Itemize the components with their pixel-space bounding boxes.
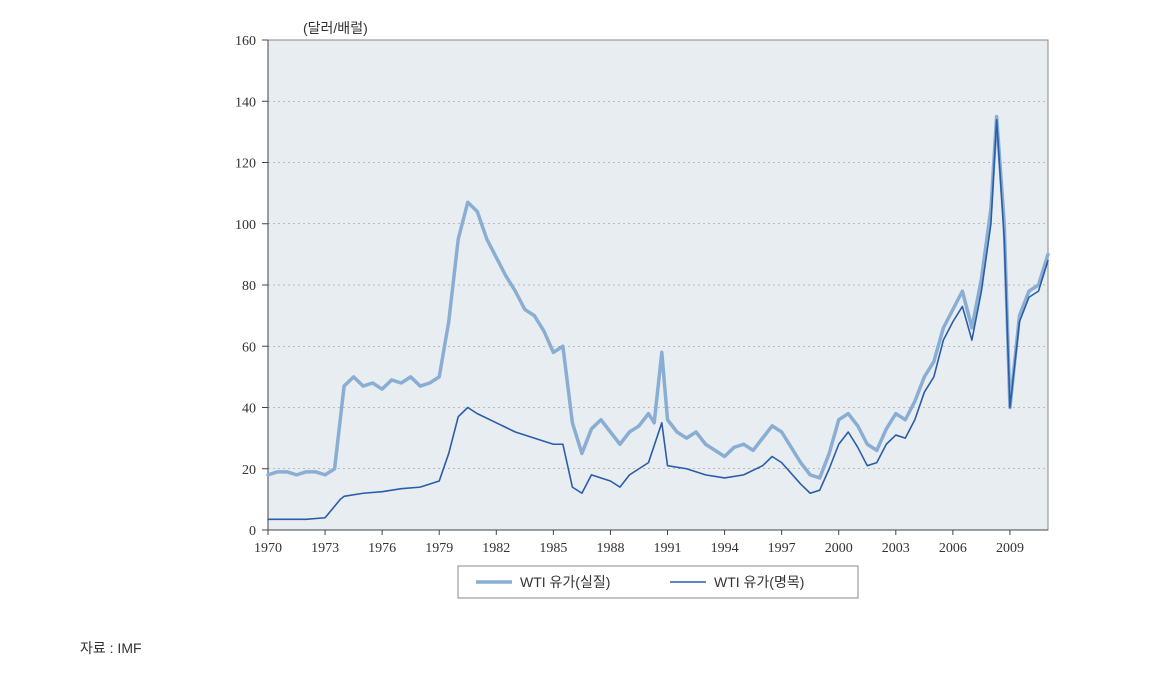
x-tick-label: 1994 [711, 541, 739, 556]
x-tick-label: 1988 [596, 541, 624, 556]
y-tick-label: 120 [235, 157, 256, 172]
x-tick-label: 2003 [882, 541, 910, 556]
y-tick-label: 0 [249, 524, 256, 539]
x-tick-label: 1991 [654, 541, 682, 556]
x-tick-label: 1997 [768, 541, 796, 556]
x-tick-label: 1979 [425, 541, 453, 556]
legend-label: WTI 유가(실질) [520, 574, 610, 590]
chart-container: (달러/배럴) 0 20 40 60 80 100 120 140 160 1970 1973 197… [78, 20, 1078, 620]
y-tick-label: 160 [235, 34, 256, 49]
x-tick-label: 2006 [939, 541, 967, 556]
x-tick-label: 2009 [996, 541, 1024, 556]
y-tick-label: 100 [235, 218, 256, 233]
x-tick-label: 1976 [368, 541, 396, 556]
x-tick-label: 2000 [825, 541, 853, 556]
line-chart: 0 20 40 60 80 100 120 140 160 1970 1973 1976 1979 198… [78, 20, 1078, 620]
x-tick-label: 1970 [254, 541, 282, 556]
y-tick-label: 80 [242, 279, 256, 294]
x-tick-label: 1985 [539, 541, 567, 556]
x-tick-label: 1973 [311, 541, 339, 556]
x-tick-label: 1982 [482, 541, 510, 556]
y-axis-unit-label: (달러/배럴) [303, 18, 368, 38]
y-tick-label: 60 [242, 340, 256, 355]
source-label: 자료 : IMF [80, 638, 1136, 658]
y-tick-label: 40 [242, 402, 256, 417]
legend-label: WTI 유가(명목) [714, 574, 804, 590]
y-tick-label: 20 [242, 463, 256, 478]
y-tick-label: 140 [235, 95, 256, 110]
